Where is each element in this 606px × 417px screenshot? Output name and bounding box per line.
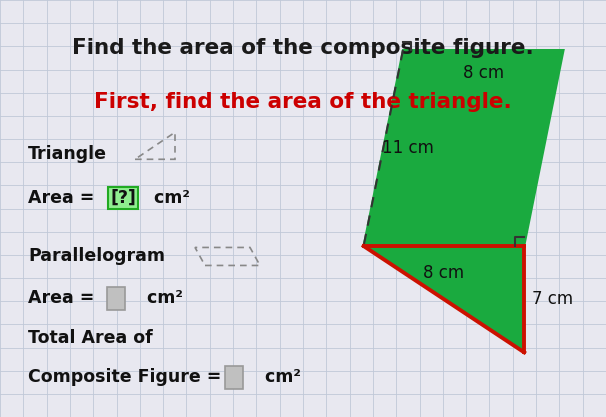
Text: First, find the area of the triangle.: First, find the area of the triangle. <box>94 92 512 112</box>
Polygon shape <box>364 50 564 246</box>
Text: Triangle: Triangle <box>28 145 107 163</box>
Text: Area =: Area = <box>28 189 101 207</box>
Text: cm²: cm² <box>148 189 190 207</box>
Text: Find the area of the composite figure.: Find the area of the composite figure. <box>72 38 534 58</box>
Text: 8 cm: 8 cm <box>424 264 464 282</box>
Text: 11 cm: 11 cm <box>382 139 433 157</box>
Text: Parallelogram: Parallelogram <box>28 247 165 266</box>
Text: cm²: cm² <box>141 289 183 307</box>
Text: 7 cm: 7 cm <box>532 290 573 308</box>
Text: Total Area of: Total Area of <box>28 329 153 347</box>
Polygon shape <box>364 246 524 352</box>
Text: [?]: [?] <box>110 189 136 207</box>
Text: 8 cm: 8 cm <box>463 64 504 82</box>
Text: Composite Figure =: Composite Figure = <box>28 368 227 387</box>
Text: cm²: cm² <box>259 368 301 387</box>
Text: Area =: Area = <box>28 289 101 307</box>
